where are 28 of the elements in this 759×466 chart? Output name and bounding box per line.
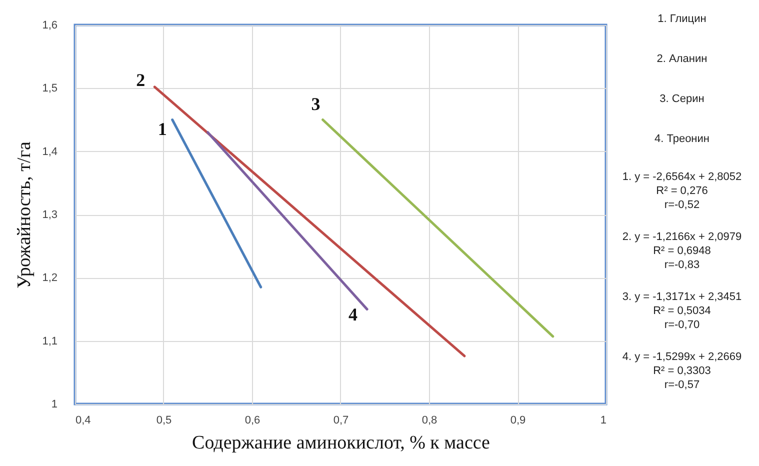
x-tick-label: 0,6 xyxy=(244,414,260,426)
x-tick-label: 0,9 xyxy=(510,414,526,426)
y-tick-label: 1,5 xyxy=(42,82,58,95)
y-tick-label: 1,6 xyxy=(42,20,58,32)
y-tick-label: 1,1 xyxy=(42,335,58,348)
text: 2. Аланин xyxy=(656,52,708,66)
text: 3. Серин xyxy=(658,92,706,106)
text: 4. y = -1,5299x + 2,2669 R² = 0,3303 r=-0,57 xyxy=(621,350,743,392)
y-tick-label: 1,2 xyxy=(42,272,58,284)
y-tick-label: 1 xyxy=(51,398,58,410)
text: 3. y = -1,3171x + 2,3451 R² = 0,5034 r=-0,70 xyxy=(621,290,743,332)
x-tick-label: 0,8 xyxy=(422,414,438,426)
text: 1. Глицин xyxy=(656,12,708,26)
x-tick-label: 0,5 xyxy=(156,414,172,426)
annotation: 1 xyxy=(158,118,167,139)
y-tick-label: 1,3 xyxy=(42,209,58,221)
x-tick-label: 0,4 xyxy=(76,414,91,426)
annotation: 4 xyxy=(348,304,358,324)
x-tick-label: 0,7 xyxy=(333,414,349,426)
text: 4. Треонин xyxy=(654,132,710,146)
text: 2. y = -1,2166x + 2,0979 R² = 0,6948 r=-0,83 xyxy=(621,230,743,272)
annotation: 3 xyxy=(311,94,320,114)
y-axis-title: Урожайность, т/га xyxy=(14,140,36,288)
y-tick-label: 1,4 xyxy=(42,146,58,158)
text: 1. y = -2,6564x + 2,8052 R² = 0,276 r=-0,52 xyxy=(621,170,743,212)
x-tick-label: 1 xyxy=(600,414,606,426)
annotation: 2 xyxy=(136,70,146,90)
x-axis-title: Содержание аминокислот, % к массе xyxy=(192,432,490,454)
